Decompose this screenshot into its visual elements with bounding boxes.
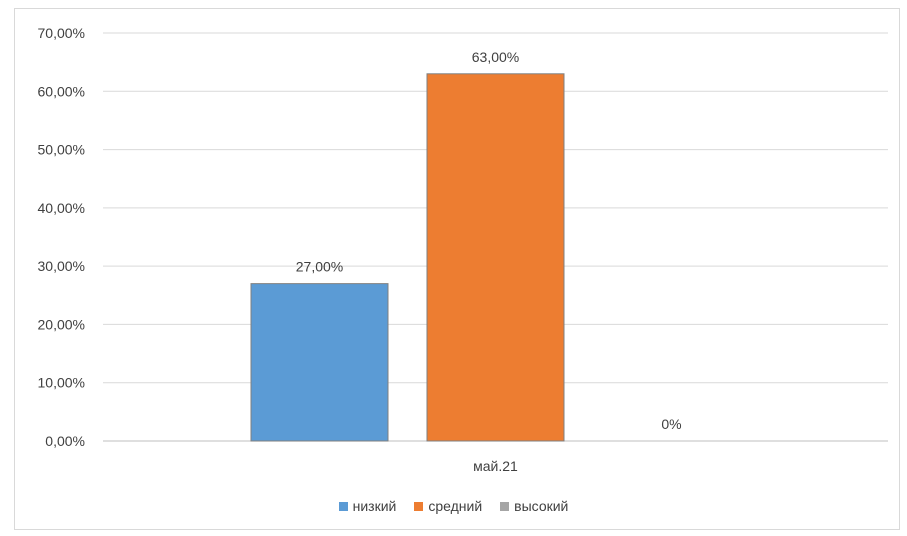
y-tick-label: 30,00% [38,258,85,274]
legend-label: средний [428,498,482,514]
data-label: 63,00% [472,49,519,65]
bar-средний [427,74,564,441]
y-tick-label: 10,00% [38,375,85,391]
y-tick-label: 0,00% [45,433,85,449]
y-tick-label: 60,00% [38,83,85,99]
legend-label: высокий [514,498,568,514]
legend-swatch [500,502,509,511]
y-axis-ticks: 0,00% 10,00% 20,00% 30,00% 40,00% 50,00% 60,00… [38,25,85,449]
x-axis-categories: май.21 [473,458,518,474]
legend-swatch [414,502,423,511]
data-label: 0% [661,416,681,432]
legend-item: высокий [500,498,568,514]
legend-item: средний [414,498,482,514]
data-label: 27,00% [296,259,343,275]
x-category-label: май.21 [473,458,518,474]
legend-label: низкий [353,498,397,514]
legend: низкий средний высокий [0,498,907,514]
y-tick-label: 50,00% [38,142,85,158]
legend-item: низкий [339,498,397,514]
legend-swatch [339,502,348,511]
bar-низкий [251,284,388,441]
y-tick-label: 40,00% [38,200,85,216]
y-tick-label: 20,00% [38,316,85,332]
y-tick-label: 70,00% [38,25,85,41]
bars [251,74,564,441]
